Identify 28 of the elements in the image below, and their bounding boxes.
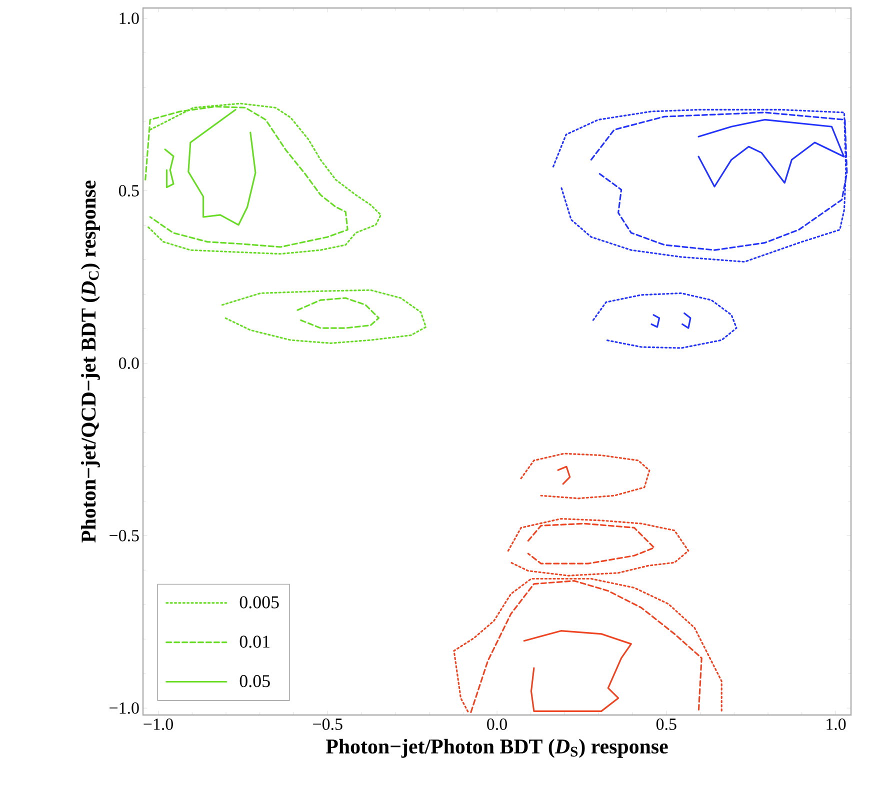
line-series [164,148,174,188]
line-series [520,452,650,500]
y-tick-label: 1.0 [120,12,139,24]
legend-label: 0.005 [240,596,279,608]
line-series [552,108,847,263]
x-tick-label: 0.5 [656,718,676,730]
legend-label: 0.01 [240,636,270,648]
y-tick-label: 0.0 [118,357,139,369]
line-series [527,522,655,564]
line-series [221,289,427,344]
y-tick-label: −1.0 [110,702,139,714]
y-axis-title: Photon−jet/QCD−jet BDT (D$_{C}$) response [80,180,100,543]
y-tick-label: −0.5 [110,530,139,542]
line-series [592,292,738,349]
line-series [523,630,632,712]
legend-label: 0.05 [240,675,270,688]
y-tick-label: 0.5 [118,185,139,197]
line-series [146,102,382,255]
line-series [682,312,692,329]
x-axis-title: Photon−jet/Photon BDT (D$_{S}$) response [326,738,668,758]
x-tick-label: 0.0 [487,718,507,730]
x-tick-label: −0.5 [313,718,342,730]
line-series [557,466,571,485]
x-tick-label: −1.0 [144,718,173,730]
x-tick-label: 1.0 [826,718,846,730]
line-series [650,314,660,328]
line-series [296,297,380,329]
line-series [188,108,256,226]
